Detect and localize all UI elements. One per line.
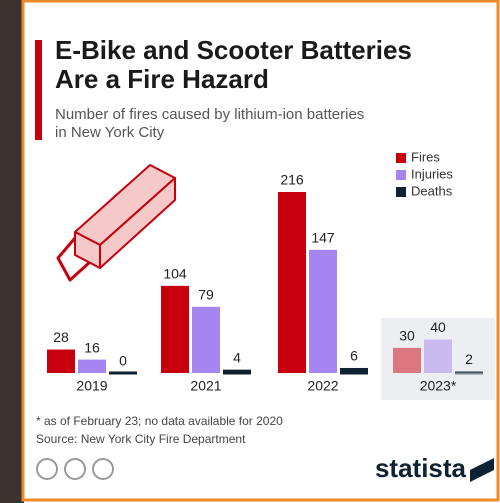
bar (192, 307, 220, 373)
subtitle: in New York City (55, 124, 165, 141)
value-label: 104 (163, 266, 187, 282)
bar (393, 348, 421, 373)
value-label: 28 (53, 329, 69, 345)
bar-baseline (109, 372, 137, 375)
value-label: 0 (119, 353, 127, 369)
value-label: 216 (280, 172, 304, 188)
brand-logo: statista (375, 453, 467, 483)
bar-baseline (455, 372, 483, 375)
value-label: 2 (465, 351, 473, 367)
legend-label: Deaths (411, 183, 453, 198)
bar-baseline (340, 372, 368, 375)
x-tick-label: 2022 (307, 378, 338, 394)
title: E-Bike and Scooter Batteries (55, 35, 412, 65)
legend-swatch (396, 187, 406, 197)
bar (424, 339, 452, 373)
footnote: * as of February 23; no data available f… (36, 414, 283, 428)
title: Are a Fire Hazard (55, 64, 269, 94)
value-label: 16 (84, 339, 100, 355)
bar (78, 360, 106, 373)
legend-swatch (396, 153, 406, 163)
bar (47, 350, 75, 373)
legend-label: Fires (411, 149, 440, 164)
value-label: 79 (198, 287, 214, 303)
infographic: E-Bike and Scooter Batteries Are a Fire … (0, 0, 500, 503)
value-label: 30 (399, 328, 415, 344)
bar-baseline (223, 372, 251, 375)
legend-swatch (396, 170, 406, 180)
bar (278, 192, 306, 373)
background-photo (0, 0, 24, 503)
subtitle: Number of fires caused by lithium-ion ba… (55, 106, 364, 123)
x-tick-label: 2019 (76, 378, 107, 394)
bar (309, 250, 337, 373)
bar (161, 286, 189, 373)
accent-bar (35, 40, 42, 140)
value-label: 4 (233, 349, 241, 365)
value-label: 147 (311, 230, 335, 246)
x-tick-label: 2023* (420, 378, 457, 394)
source: Source: New York City Fire Department (36, 432, 246, 446)
x-tick-label: 2021 (190, 378, 221, 394)
value-label: 6 (350, 348, 358, 364)
value-label: 40 (430, 319, 446, 335)
legend-label: Injuries (411, 166, 453, 181)
